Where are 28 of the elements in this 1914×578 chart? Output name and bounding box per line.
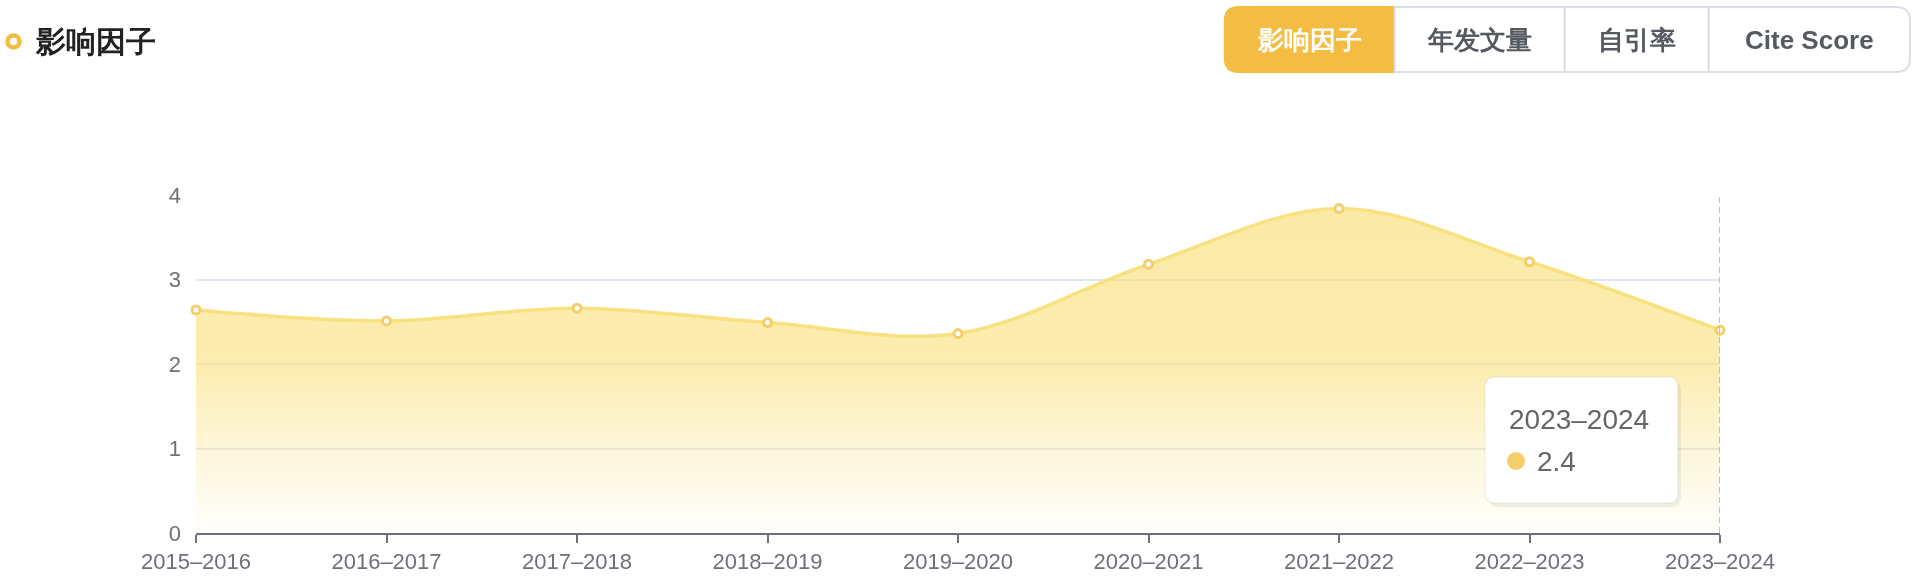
y-tick-label: 4 bbox=[168, 182, 181, 208]
x-tick-label: 2016–2017 bbox=[331, 549, 442, 575]
point bbox=[1143, 258, 1154, 270]
x-tick-label: 2017–2018 bbox=[521, 549, 633, 575]
text: Cite Score bbox=[1745, 25, 1874, 55]
point bbox=[190, 304, 202, 316]
x-tick-label: 2023–2024 bbox=[1664, 549, 1776, 575]
x-tick-label: 2019–2020 bbox=[902, 549, 1014, 575]
point bbox=[381, 315, 392, 327]
point bbox=[571, 302, 583, 314]
y-tick-label: 2 bbox=[168, 351, 181, 377]
x-tick-label: 2020–2021 bbox=[1093, 549, 1204, 575]
y-tick-label: 3 bbox=[168, 267, 181, 293]
y-tick-label: 0 bbox=[168, 520, 181, 546]
text: 年发文量 bbox=[1427, 25, 1532, 55]
point bbox=[1333, 203, 1345, 215]
point bbox=[762, 317, 773, 329]
text: 自引率 bbox=[1598, 25, 1676, 55]
y-tick-label: 1 bbox=[168, 436, 181, 462]
chart-title: 影响因子 bbox=[35, 25, 156, 58]
text: 影响因子 bbox=[1257, 25, 1362, 55]
x-tick-label: 2018–2019 bbox=[712, 549, 823, 575]
annotation: 2023–2024 2.4 bbox=[1509, 404, 1650, 477]
point bbox=[1524, 256, 1535, 268]
x-tick-label: 2022–2023 bbox=[1474, 549, 1585, 575]
point bbox=[952, 328, 964, 340]
x-tick-label: 2015–2016 bbox=[140, 549, 252, 575]
x-tick-label: 2021–2022 bbox=[1283, 549, 1395, 575]
